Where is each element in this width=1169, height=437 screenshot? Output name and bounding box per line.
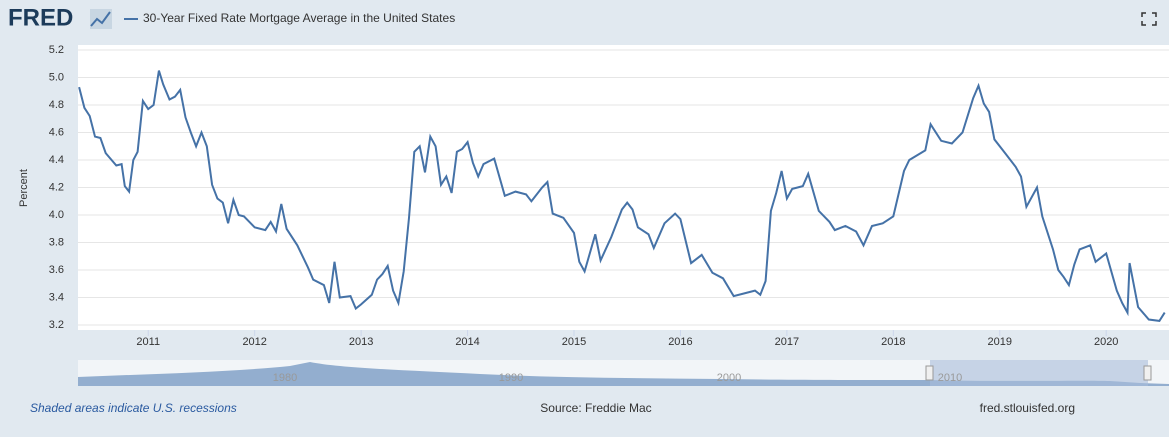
- x-tick-label: 2015: [562, 336, 586, 348]
- logo: FRED: [8, 4, 73, 31]
- legend-label: 30-Year Fixed Rate Mortgage Average in t…: [143, 11, 455, 25]
- x-tick-label: 2013: [349, 336, 373, 348]
- navigator-label: 1980: [273, 372, 297, 384]
- fullscreen-icon[interactable]: [1141, 12, 1157, 26]
- y-tick-label: 3.8: [49, 236, 64, 248]
- x-tick-label: 2019: [988, 336, 1012, 348]
- y-tick-label: 3.6: [49, 264, 64, 276]
- x-tick-label: 2012: [242, 336, 266, 348]
- x-tick-label: 2018: [881, 336, 905, 348]
- y-tick-label: 3.4: [49, 291, 64, 303]
- navigator-label: 2010: [938, 372, 962, 384]
- y-tick-label: 4.0: [49, 209, 64, 221]
- x-tick-label: 2016: [668, 336, 692, 348]
- navigator-label: 1990: [499, 372, 523, 384]
- x-tick-label: 2020: [1094, 336, 1118, 348]
- y-tick-label: 5.0: [49, 71, 64, 83]
- x-tick-label: 2011: [136, 336, 160, 348]
- y-axis-label: Percent: [18, 169, 30, 207]
- y-tick-label: 4.2: [49, 181, 64, 193]
- y-tick-label: 5.2: [49, 44, 64, 56]
- navigator: [78, 360, 1169, 386]
- footer-source: Source: Freddie Mac: [540, 401, 651, 415]
- footer-url[interactable]: fred.stlouisfed.org: [980, 401, 1075, 415]
- y-tick-label: 3.2: [49, 319, 64, 331]
- y-tick-label: 4.6: [49, 126, 64, 138]
- footer-note[interactable]: Shaded areas indicate U.S. recessions: [30, 401, 237, 415]
- x-tick-label: 2014: [455, 336, 479, 348]
- navigator-label: 2000: [717, 372, 741, 384]
- y-tick-label: 4.8: [49, 99, 64, 111]
- line-series: [78, 70, 1166, 322]
- x-tick-label: 2017: [775, 336, 799, 348]
- y-tick-label: 4.4: [49, 154, 64, 166]
- logo-icon: [90, 9, 112, 29]
